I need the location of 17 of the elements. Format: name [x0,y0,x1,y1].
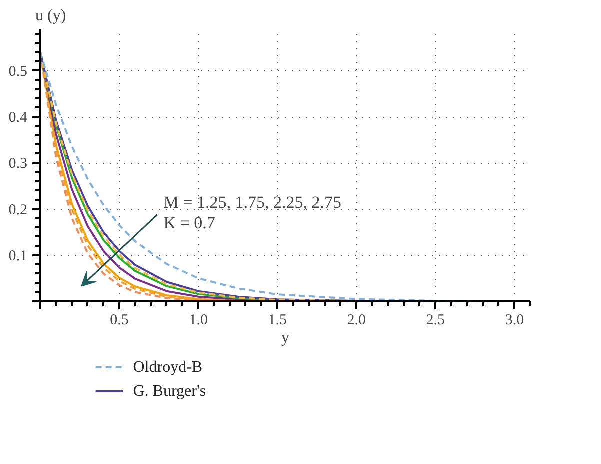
x-axis-title: y [282,330,290,346]
annotation: K = 0.7 [164,214,216,233]
annotation: M = 1.25, 1.75, 2.25, 2.75 [164,192,342,212]
y-tick-label: 0.1 [8,248,28,264]
x-tick-label: 1.5 [268,312,287,328]
y-tick-label: 0.2 [8,202,28,218]
x-tick-label: 1.0 [189,312,208,328]
legend-label: Oldroyd-B [133,359,203,376]
x-tick-label: 2.5 [426,312,446,328]
y-tick-label: 0.4 [8,110,28,126]
legend-label: G. Burger's [133,383,206,400]
x-tick-label: 3.0 [505,312,524,328]
x-tick-label: 0.5 [110,312,129,328]
y-tick-label: 0.3 [8,156,28,172]
x-tick-label: 2.0 [347,312,366,328]
y-axis-title: u (y) [36,8,66,24]
y-tick-label: 0.5 [8,64,28,80]
